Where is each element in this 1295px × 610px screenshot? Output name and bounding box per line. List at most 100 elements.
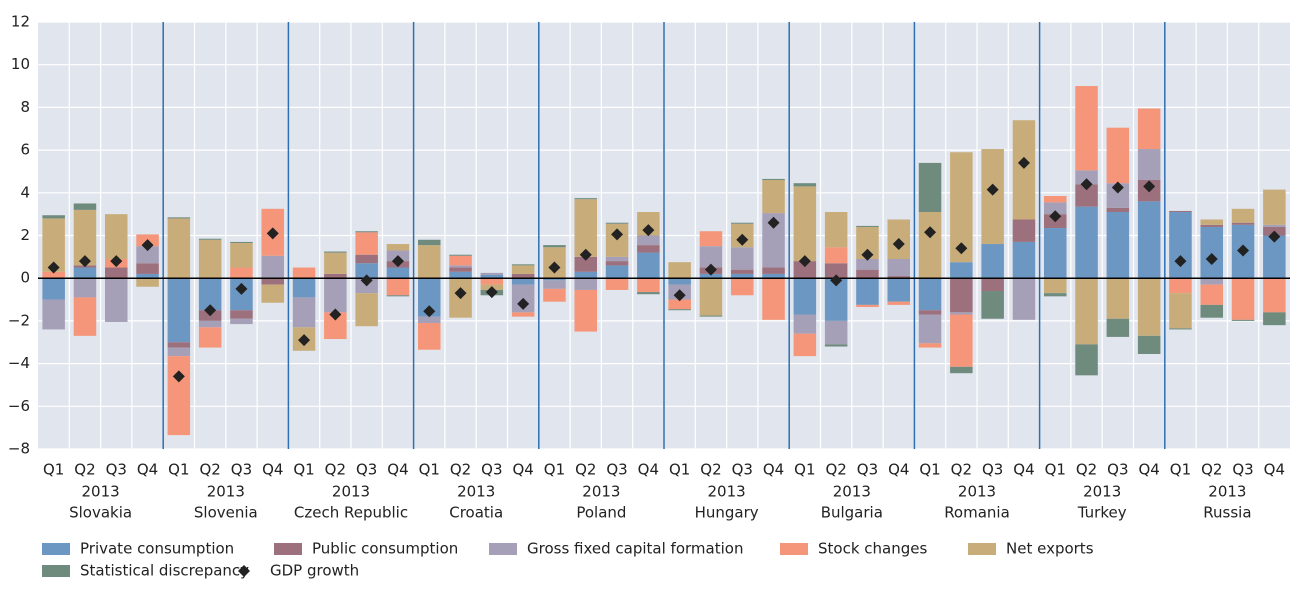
legend-label: Net exports <box>1006 540 1094 558</box>
legend-marker <box>238 565 250 577</box>
x-tick-label: Q3 <box>231 461 252 479</box>
legend-label: GDP growth <box>270 562 359 580</box>
bar-segment <box>198 278 222 311</box>
bar-segment <box>730 273 754 279</box>
gdp-marker <box>892 238 905 251</box>
bar-segment <box>1106 183 1130 208</box>
x-tick-label: Q4 <box>1264 461 1285 479</box>
bar-segment <box>230 242 253 268</box>
legend-label: Stock changes <box>818 540 927 558</box>
bar-segment <box>167 278 191 343</box>
bar-segment <box>1106 207 1130 213</box>
bar-segment <box>449 255 472 266</box>
bar-segment <box>355 254 378 264</box>
bar-segment <box>699 246 723 268</box>
bar-segment <box>261 284 285 303</box>
y-tick-label: −4 <box>8 354 30 372</box>
bar-segment <box>762 178 785 180</box>
gdp-marker <box>1111 181 1124 194</box>
x-tick-label: Q2 <box>1076 461 1097 479</box>
bar-segment <box>793 314 817 334</box>
gdp-marker <box>736 233 749 246</box>
bar-segment <box>1169 293 1192 329</box>
x-tick-label: Q3 <box>356 461 377 479</box>
group-name-label: Turkey <box>1077 504 1127 522</box>
bar-segment <box>324 252 347 274</box>
bar-segment <box>324 278 347 313</box>
group-name-label: Romania <box>944 504 1010 522</box>
y-tick-label: 12 <box>11 13 30 31</box>
bar-segment <box>449 267 472 272</box>
bar-segment <box>824 320 848 345</box>
bar-segment <box>1075 184 1098 207</box>
y-tick-label: 0 <box>20 269 30 287</box>
gdp-marker <box>642 224 655 237</box>
bar-segment <box>856 258 879 270</box>
bar-segment <box>1263 278 1286 313</box>
x-tick-label: Q4 <box>1138 461 1159 479</box>
gdp-marker <box>235 282 248 295</box>
bar-segment <box>730 222 754 224</box>
y-tick-label: 8 <box>20 98 30 116</box>
gdp-marker <box>924 226 937 239</box>
bar-segment <box>793 333 817 357</box>
gdp-marker <box>78 255 91 268</box>
bar-segment <box>762 267 785 274</box>
bar-segment <box>887 301 911 305</box>
group-name-label: Hungary <box>695 504 759 522</box>
bar-segment <box>918 278 942 311</box>
bar-segment <box>1106 127 1130 184</box>
x-tick-label: Q1 <box>544 461 565 479</box>
group-year-label: 2013 <box>833 483 871 501</box>
group-name-label: Croatia <box>449 504 503 522</box>
bar-segment <box>699 273 723 279</box>
x-tick-label: Q4 <box>763 461 784 479</box>
bar-segment <box>1169 328 1192 330</box>
x-tick-label: Q4 <box>1013 461 1034 479</box>
bar-segment <box>793 278 817 315</box>
y-tick-label: 4 <box>20 183 30 201</box>
bar-segment <box>198 320 222 328</box>
bar-segment <box>1012 241 1036 279</box>
bar-segment <box>1043 278 1067 294</box>
bar-segment <box>42 218 65 272</box>
gdp-marker <box>767 216 780 229</box>
bar-segment <box>136 263 159 274</box>
bar-segment <box>1012 120 1036 220</box>
bar-segment <box>1043 228 1067 279</box>
gdp-marker <box>360 274 373 287</box>
x-tick-label: Q3 <box>106 461 127 479</box>
bar-segment <box>417 245 441 279</box>
y-tick-label: 2 <box>20 226 30 244</box>
bar-segment <box>856 278 879 305</box>
bar-segment <box>1200 226 1224 279</box>
gdp-marker <box>391 255 404 268</box>
bar-segment <box>1263 235 1286 279</box>
bar-segment <box>918 314 942 344</box>
bar-segment <box>543 245 566 248</box>
group-year-label: 2013 <box>332 483 370 501</box>
gdp-marker <box>548 261 561 274</box>
bar-segment <box>42 271 65 279</box>
legend-label: Private consumption <box>80 540 234 558</box>
bar-segment <box>668 309 691 311</box>
gdp-marker <box>1237 244 1250 257</box>
bar-segment <box>1200 219 1224 225</box>
bar-segment <box>699 278 723 316</box>
x-tick-label: Q1 <box>794 461 815 479</box>
x-tick-label: Q3 <box>982 461 1003 479</box>
x-tick-label: Q4 <box>888 461 909 479</box>
gdp-marker <box>47 261 60 274</box>
bar-segment <box>1169 278 1192 294</box>
bar-segment <box>762 278 785 320</box>
bar-segment <box>198 327 222 348</box>
x-tick-label: Q3 <box>732 461 753 479</box>
legend-swatch <box>42 565 70 577</box>
bar-segment <box>574 198 598 200</box>
x-tick-label: Q1 <box>1170 461 1191 479</box>
x-tick-label: Q4 <box>512 461 533 479</box>
bar-segment <box>605 265 629 279</box>
bar-segment <box>950 366 973 374</box>
group-year-label: 2013 <box>457 483 495 501</box>
bar-segment <box>1075 86 1098 171</box>
